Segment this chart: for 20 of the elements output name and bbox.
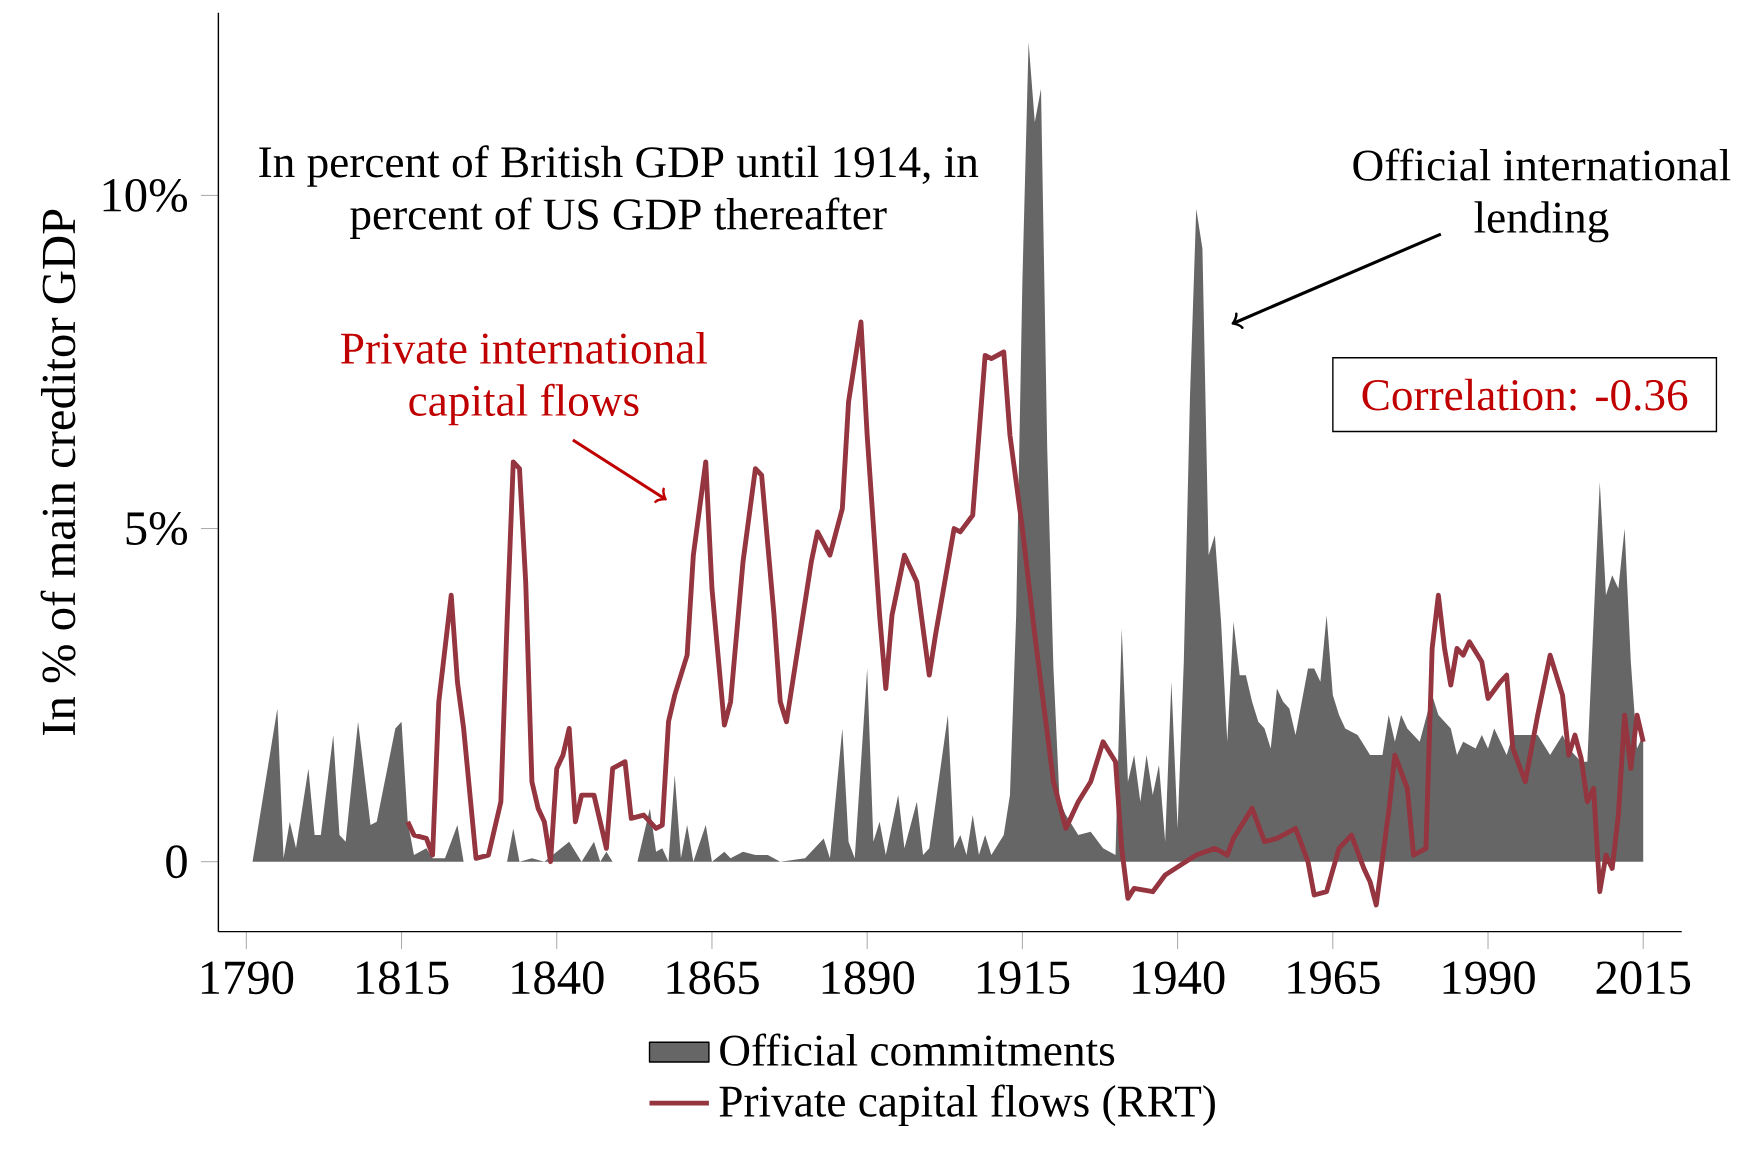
annotation: Correlation: -0.36 (1362, 378, 1688, 411)
x-tick-label: 1915 (977, 961, 1070, 994)
x-tick-label: 2015 (1596, 961, 1691, 995)
x-tick-label: 1965 (1288, 961, 1380, 994)
x-tick-label: 1990 (1443, 961, 1535, 995)
y-axis-title: In % of main creditor GDP (40, 209, 76, 735)
x-tick-label: 1815 (357, 961, 449, 995)
x-tick-label: 1840 (512, 961, 604, 995)
x-tick-label: 1790 (201, 961, 294, 995)
y-tick-label: 5% (126, 511, 188, 545)
annotation: Official international lending (1353, 148, 1731, 243)
legend-label: Official commitments (720, 1033, 1115, 1066)
annotation: Private international capital flows (341, 331, 708, 426)
x-tick-label: 1940 (1133, 961, 1225, 995)
annotation: In percent of British GDP until 1914, in percent of US GDP thereafter (259, 145, 979, 239)
y-tick-label: 10% (103, 178, 188, 212)
y-tick-label: 0 (166, 845, 187, 878)
x-tick-label: 1890 (822, 961, 915, 995)
legend-label: Private capital flows (RRT) (719, 1084, 1215, 1126)
x-tick-label: 1865 (667, 961, 759, 995)
